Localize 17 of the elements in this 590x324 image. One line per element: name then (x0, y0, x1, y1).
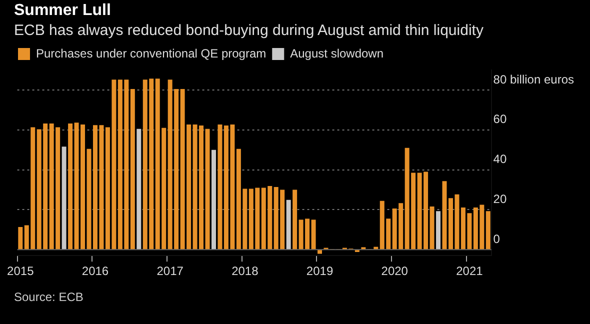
y-tick-label: 60 (493, 112, 507, 126)
x-tick-label: 2020 (381, 264, 408, 278)
chart-subtitle: ECB has always reduced bond-buying during August amid thin liquidity (14, 22, 484, 39)
chart-title: Summer Lull (14, 2, 111, 20)
y-tick-label: 80 billion euros (493, 72, 574, 86)
x-tick-label: 2016 (82, 264, 109, 278)
legend-label: August slowdown (290, 46, 384, 60)
x-tick-label: 2017 (156, 264, 184, 278)
y-tick-label: 20 (493, 192, 507, 206)
x-tick-label: 2018 (232, 264, 259, 278)
source-note: Source: ECB (14, 290, 84, 304)
legend-label: Purchases under conventional QE program (36, 46, 266, 60)
x-tick-label: 2021 (456, 264, 484, 278)
y-tick-label: 0 (493, 232, 500, 246)
x-tick-label: 2015 (7, 264, 34, 278)
x-tick-label: 2019 (306, 264, 334, 278)
y-tick-label: 40 (493, 152, 507, 166)
